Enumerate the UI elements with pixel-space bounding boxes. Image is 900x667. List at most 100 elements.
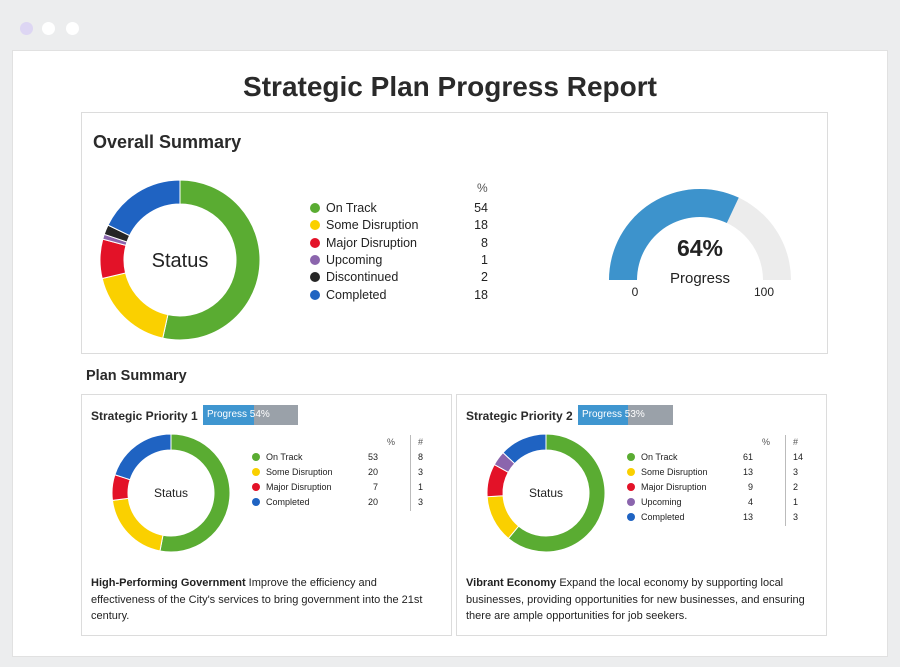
legend-dot-icon: [252, 468, 260, 476]
legend-count: 8: [418, 452, 424, 462]
progress-gauge: 64% Progress 0 100: [609, 188, 791, 299]
legend-percent: 20: [367, 467, 378, 477]
legend-label: Discontinued: [326, 270, 399, 285]
legend-item-some-disruption[interactable]: Some Disruption 13 3: [627, 467, 812, 479]
legend-percent: 53: [367, 452, 378, 462]
donut-center-label: Status: [152, 250, 209, 272]
legend-percent: 61: [742, 452, 753, 462]
legend-dot-icon: [310, 220, 320, 231]
legend-count: 1: [793, 497, 799, 507]
legend-label: Upcoming: [641, 497, 682, 507]
legend-dot-icon: [310, 254, 320, 265]
legend-label: On Track: [266, 452, 303, 462]
legend-label: Completed: [326, 287, 387, 302]
legend-item-on-track[interactable]: On Track 61 14: [627, 452, 812, 464]
count-header: #: [793, 437, 799, 447]
legend-dot-icon: [310, 237, 320, 248]
legend-item-upcoming[interactable]: Upcoming 1: [310, 253, 490, 268]
priority-title: Strategic Priority 2: [466, 409, 573, 423]
gauge-max-label: 100: [754, 285, 774, 299]
priority-description-text: Expand the local economy by supporting l…: [466, 577, 805, 622]
legend-dot-icon: [627, 483, 635, 491]
legend-item-some-disruption[interactable]: Some Disruption 20 3: [252, 467, 437, 479]
window-dot-icon[interactable]: [66, 22, 79, 35]
legend-count: 2: [793, 482, 799, 492]
strategic-priority-1-card: Strategic Priority 1 Progress 54% Status…: [81, 394, 452, 636]
legend-value: 2: [481, 270, 488, 285]
legend-value: 8: [481, 235, 488, 250]
legend-percent: 13: [742, 467, 753, 477]
legend-item-on-track[interactable]: On Track 53 8: [252, 452, 437, 464]
legend-item-major-disruption[interactable]: Major Disruption 9 2: [627, 482, 812, 494]
legend-label: Some Disruption: [266, 467, 333, 477]
legend-label: On Track: [641, 452, 678, 462]
legend-item-upcoming[interactable]: Upcoming 4 1: [627, 497, 812, 509]
gauge-value-label: 64%: [677, 235, 723, 261]
legend-item-major-disruption[interactable]: Major Disruption 8: [310, 236, 490, 251]
window-title-bar: [0, 0, 900, 50]
legend-count: 3: [793, 512, 799, 522]
legend-item-some-disruption[interactable]: Some Disruption 18: [310, 218, 490, 233]
window-dot-icon[interactable]: [42, 22, 55, 35]
window-dot-icon[interactable]: [20, 22, 33, 35]
legend-count: 3: [418, 467, 424, 477]
priority-progress-label: Progress 54%: [207, 409, 270, 420]
column-divider: [410, 435, 411, 511]
donut-slice-completed[interactable]: [502, 433, 547, 465]
overall-legend-pct-header: %: [477, 181, 488, 195]
report-page: Strategic Plan Progress Report Overall S…: [12, 50, 888, 657]
gauge-caption: Progress: [670, 270, 730, 287]
legend-count: 14: [793, 452, 804, 462]
legend-value: 54: [474, 201, 488, 215]
legend-value: 18: [474, 287, 488, 302]
donut-slice-some-disruption[interactable]: [111, 497, 164, 552]
donut-center-label: Status: [154, 486, 188, 500]
legend-item-major-disruption[interactable]: Major Disruption 7 1: [252, 482, 437, 494]
priority-progress-bar: Progress 53%: [578, 405, 673, 425]
legend-dot-icon: [627, 453, 635, 461]
donut-slice-completed[interactable]: [107, 179, 181, 237]
legend-percent: 4: [747, 497, 753, 507]
legend-dot-icon: [252, 498, 260, 506]
legend-label: Some Disruption: [641, 467, 708, 477]
legend-percent: 13: [742, 512, 753, 522]
donut-slice-completed[interactable]: [114, 433, 172, 481]
legend-item-completed[interactable]: Completed 13 3: [627, 512, 812, 524]
legend-value: 18: [474, 218, 488, 233]
legend-item-completed[interactable]: Completed 18: [310, 288, 490, 303]
legend-dot-icon: [627, 513, 635, 521]
legend-count: 3: [418, 497, 424, 507]
strategic-priority-2-card: Strategic Priority 2 Progress 53% Status…: [456, 394, 827, 636]
donut-slice-on-track[interactable]: [162, 179, 261, 341]
donut-slice-some-disruption[interactable]: [486, 495, 520, 540]
legend-dot-icon: [627, 468, 635, 476]
legend-percent: 20: [367, 497, 378, 507]
page-title: Strategic Plan Progress Report: [243, 71, 657, 102]
priority-progress-fill: [578, 405, 629, 425]
legend-dot-icon: [310, 203, 320, 213]
overall-status-donut-chart: Status: [99, 179, 261, 341]
priority-progress-label: Progress 53%: [582, 409, 645, 420]
legend-label: Major Disruption: [266, 482, 332, 492]
legend-item-on-track[interactable]: On Track 54: [310, 201, 490, 216]
priority-title: Strategic Priority 1: [91, 409, 198, 423]
legend-dot-icon: [310, 272, 320, 283]
overall-summary-card: Overall Summary Status On Track 54 Some Di…: [81, 112, 828, 354]
legend-label: Some Disruption: [326, 218, 419, 233]
priority-2-status-donut-chart: Status: [486, 433, 606, 553]
gauge-fill: [609, 188, 739, 280]
priority-progress-fill: [203, 405, 255, 425]
legend-item-completed[interactable]: Completed 20 3: [252, 497, 437, 509]
priority-description: High-Performing Government Improve the e…: [91, 575, 441, 625]
legend-label: Major Disruption: [641, 482, 707, 492]
priority-description-title: Vibrant Economy: [466, 577, 557, 589]
donut-slice-on-track[interactable]: [507, 433, 606, 553]
legend-item-discontinued[interactable]: Discontinued 2: [310, 270, 490, 285]
legend-percent: 7: [372, 482, 378, 492]
priority-progress-bar: Progress 54%: [203, 405, 298, 425]
priority-description-title: High-Performing Government: [91, 577, 246, 589]
donut-center-label: Status: [529, 486, 563, 500]
legend-count: 1: [418, 482, 424, 492]
plan-summary-title: Plan Summary: [86, 368, 187, 384]
legend-label: On Track: [326, 201, 377, 215]
